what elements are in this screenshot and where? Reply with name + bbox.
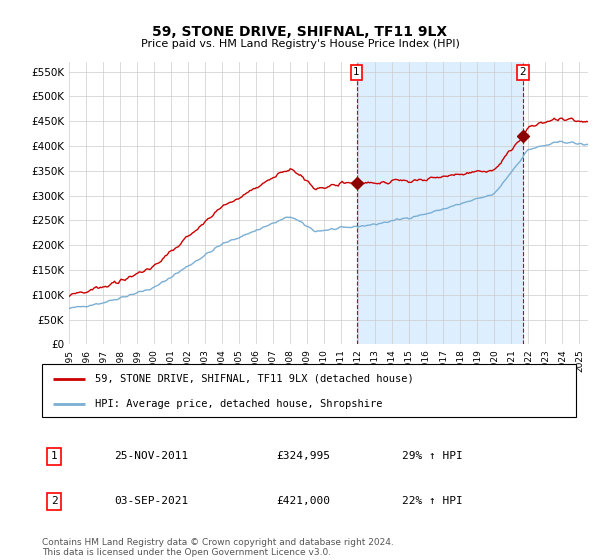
Text: £324,995: £324,995: [276, 451, 330, 461]
Text: 1: 1: [353, 67, 360, 77]
FancyBboxPatch shape: [42, 364, 576, 417]
Text: 2: 2: [520, 67, 526, 77]
Text: Price paid vs. HM Land Registry's House Price Index (HPI): Price paid vs. HM Land Registry's House …: [140, 39, 460, 49]
Text: 03-SEP-2021: 03-SEP-2021: [114, 496, 188, 506]
Text: 22% ↑ HPI: 22% ↑ HPI: [402, 496, 463, 506]
Text: 2: 2: [50, 496, 58, 506]
Text: 59, STONE DRIVE, SHIFNAL, TF11 9LX: 59, STONE DRIVE, SHIFNAL, TF11 9LX: [152, 25, 448, 39]
Text: Contains HM Land Registry data © Crown copyright and database right 2024.
This d: Contains HM Land Registry data © Crown c…: [42, 538, 394, 557]
Text: HPI: Average price, detached house, Shropshire: HPI: Average price, detached house, Shro…: [95, 399, 383, 409]
Text: 29% ↑ HPI: 29% ↑ HPI: [402, 451, 463, 461]
Text: 59, STONE DRIVE, SHIFNAL, TF11 9LX (detached house): 59, STONE DRIVE, SHIFNAL, TF11 9LX (deta…: [95, 374, 414, 384]
Text: 25-NOV-2011: 25-NOV-2011: [114, 451, 188, 461]
Text: £421,000: £421,000: [276, 496, 330, 506]
Text: 1: 1: [50, 451, 58, 461]
Bar: [356, 62, 523, 344]
